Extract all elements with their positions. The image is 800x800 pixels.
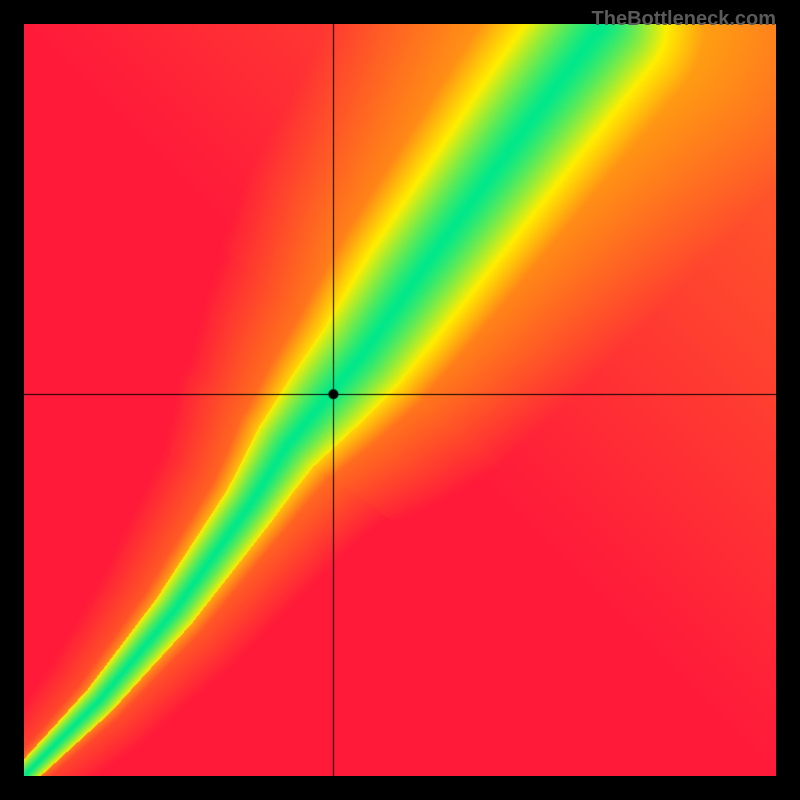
bottleneck-heatmap	[24, 24, 776, 776]
attribution-text: TheBottleneck.com	[592, 8, 776, 31]
